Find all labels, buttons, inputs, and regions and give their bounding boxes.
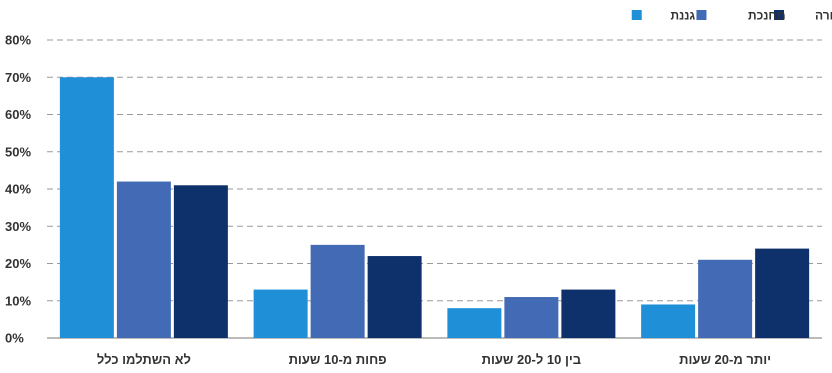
y-tick-label: 0% xyxy=(5,331,24,346)
bar xyxy=(641,304,696,338)
y-tick-label: 20% xyxy=(5,256,31,271)
legend-swatch xyxy=(631,10,642,20)
bar xyxy=(504,297,559,338)
legend-label: מורה xyxy=(815,9,832,23)
legend-swatch xyxy=(696,10,707,20)
bar xyxy=(698,259,753,338)
bar xyxy=(59,77,114,338)
legend-label: גננת xyxy=(670,9,695,23)
y-axis-tick-labels: 0% 10% 20% 30% 40% 50% 60% 70% 80% xyxy=(5,33,31,346)
y-tick-label: 80% xyxy=(5,33,31,48)
category-label: לא השתלמו כלל xyxy=(97,352,191,367)
bar xyxy=(173,185,228,338)
bar xyxy=(367,256,422,338)
category-label: יותר מ-20 שעות xyxy=(679,352,771,367)
bar xyxy=(310,244,365,338)
bar xyxy=(253,289,308,338)
legend-swatch xyxy=(774,10,784,20)
bar xyxy=(561,289,616,338)
bar xyxy=(447,308,502,338)
bars xyxy=(59,77,810,338)
y-tick-label: 60% xyxy=(5,107,31,122)
y-tick-label: 30% xyxy=(5,219,31,234)
category-label: בין 10 ל-20 שעות xyxy=(482,352,581,367)
category-label: פחות מ-10 שעות xyxy=(289,352,387,367)
y-tick-label: 70% xyxy=(5,70,31,85)
bar xyxy=(755,248,810,338)
x-axis-category-labels: לא השתלמו כלל פחות מ-10 שעות בין 10 ל-20 ש… xyxy=(97,352,771,367)
legend: מורה מחנכת גננת xyxy=(631,9,832,23)
legend-label: מחנכת xyxy=(748,9,786,23)
y-tick-label: 50% xyxy=(5,144,31,159)
bar xyxy=(116,181,171,338)
y-tick-label: 40% xyxy=(5,182,31,197)
y-tick-label: 10% xyxy=(5,293,31,308)
